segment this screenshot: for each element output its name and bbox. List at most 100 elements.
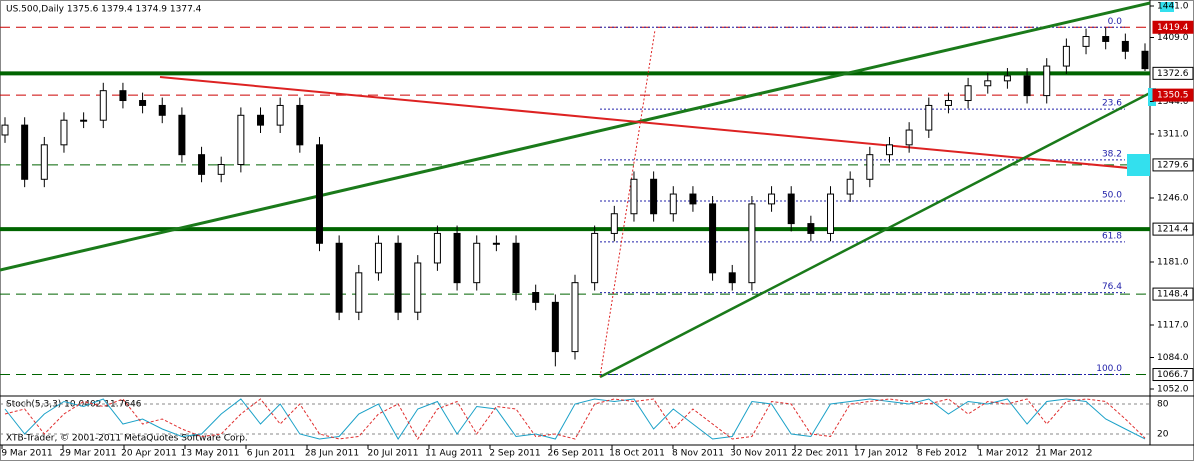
candle-body — [40, 144, 48, 180]
candle-body — [787, 193, 795, 225]
candle-body — [748, 203, 756, 284]
candle-body — [571, 282, 579, 353]
candle-body — [1121, 40, 1129, 52]
candle-body — [768, 193, 776, 205]
x-tick-label: 21 Mar 2012 — [1035, 449, 1092, 459]
level-box — [1152, 20, 1194, 34]
candle-body — [80, 119, 88, 122]
candle-body — [1082, 36, 1090, 47]
x-tick-label: 9 Mar 2011 — [1, 449, 52, 459]
y-tick-label: 1052.0 — [1157, 385, 1189, 395]
marker — [1160, 2, 1174, 12]
candle-body — [964, 85, 972, 102]
candle-body — [1003, 75, 1011, 82]
level-label: 1066.7 — [1157, 370, 1189, 380]
marker — [1148, 88, 1156, 106]
candle-body — [689, 193, 697, 205]
y-tick-label: 1117.0 — [1157, 321, 1189, 331]
x-tick-label: 6 Jun 2011 — [247, 449, 295, 459]
y-tick-label: 1311.0 — [1157, 129, 1189, 139]
x-tick-label: 20 Apr 2011 — [121, 449, 177, 459]
x-tick-label: 17 Jan 2012 — [854, 449, 908, 459]
level-box — [1152, 66, 1194, 80]
chart-title: US.500,Daily 1375.6 1379.4 1374.9 1377.4 — [6, 5, 202, 15]
candle-body — [866, 154, 874, 180]
candle-body — [925, 104, 933, 131]
candle-body — [433, 232, 441, 264]
y-tick-label: 1409.0 — [1157, 33, 1189, 43]
level-label: 1279.6 — [1157, 160, 1189, 170]
candle-body — [630, 178, 638, 215]
candle-body — [1, 124, 9, 136]
candle-body — [944, 100, 952, 106]
trend-line-lower — [599, 91, 1151, 379]
stoch-line — [4, 398, 1146, 440]
footer: XTB-Trader, © 2001-2011 MetaQuotes Softw… — [6, 434, 248, 444]
candle-body — [885, 144, 893, 156]
fib-label: 100.0 — [1096, 364, 1122, 374]
trend-line-upper — [0, 1, 1151, 272]
x-tick-label: 30 Nov 2011 — [730, 449, 788, 459]
candle-body — [217, 164, 225, 175]
fib-anchor — [599, 29, 656, 378]
candle-body — [1102, 36, 1110, 42]
x-tick-label: 22 Dec 2011 — [791, 449, 849, 459]
candle-body — [60, 119, 68, 146]
candle-body — [827, 193, 835, 234]
y-tick-label: 1344.0 — [1157, 97, 1189, 107]
x-tick-label: 26 Sep 2011 — [547, 449, 604, 459]
y-tick-label: 1441.0 — [1157, 2, 1189, 12]
x-tick-label: 1 Mar 2012 — [977, 449, 1028, 459]
candle-body — [1062, 45, 1070, 67]
candle-body — [296, 104, 304, 146]
trend-line-red — [159, 76, 1151, 171]
x-tick-label: 8 Nov 2011 — [672, 449, 724, 459]
candle-body — [473, 242, 481, 284]
fib-label: 23.6 — [1102, 99, 1122, 109]
x-tick-label: 28 Jun 2011 — [305, 449, 359, 459]
level-box — [1152, 287, 1194, 301]
candle-body — [846, 178, 854, 195]
candle-body — [807, 223, 815, 234]
candle-body — [669, 193, 677, 215]
fib-label: 38.2 — [1102, 149, 1122, 159]
candle-body — [237, 114, 245, 166]
x-tick-label: 18 Oct 2011 — [609, 449, 665, 459]
stoch-tick-label: 20 — [1157, 430, 1169, 440]
candle-body — [492, 242, 500, 245]
y-tick-label: 1084.0 — [1157, 353, 1189, 363]
candle-body — [394, 242, 402, 313]
y-tick-label: 1246.0 — [1157, 193, 1189, 203]
level-box — [1152, 368, 1194, 382]
candle-body — [905, 129, 913, 146]
level-label: 1214.4 — [1157, 225, 1189, 235]
candle-body — [158, 104, 166, 116]
candle-body — [119, 90, 127, 102]
candle-body — [1023, 75, 1031, 97]
x-tick-label: 20 Jul 2011 — [368, 449, 419, 459]
candle-body — [610, 213, 618, 234]
x-tick-label: 2 Sep 2011 — [489, 449, 540, 459]
candle-body — [650, 178, 658, 215]
candle-body — [374, 242, 382, 274]
candle-body — [728, 272, 736, 284]
candle-body — [532, 292, 540, 303]
level-box — [1152, 222, 1194, 236]
candle-body — [21, 124, 29, 180]
candle-body — [178, 114, 186, 156]
candle-body — [551, 301, 559, 353]
candle-body — [984, 80, 992, 87]
candle-body — [335, 242, 343, 313]
fib-label: 76.4 — [1102, 282, 1122, 292]
x-tick-label: 13 May 2011 — [181, 449, 240, 459]
stoch-line — [4, 398, 1146, 440]
stoch-tick-label: 80 — [1157, 400, 1169, 410]
marker — [1127, 154, 1150, 176]
level-label: 1419.4 — [1157, 23, 1189, 33]
fib-label: 61.8 — [1102, 231, 1122, 241]
level-box — [1152, 158, 1194, 172]
fib-label: 0.0 — [1108, 17, 1123, 27]
candle-body — [1043, 65, 1051, 97]
candle-body — [198, 154, 206, 175]
